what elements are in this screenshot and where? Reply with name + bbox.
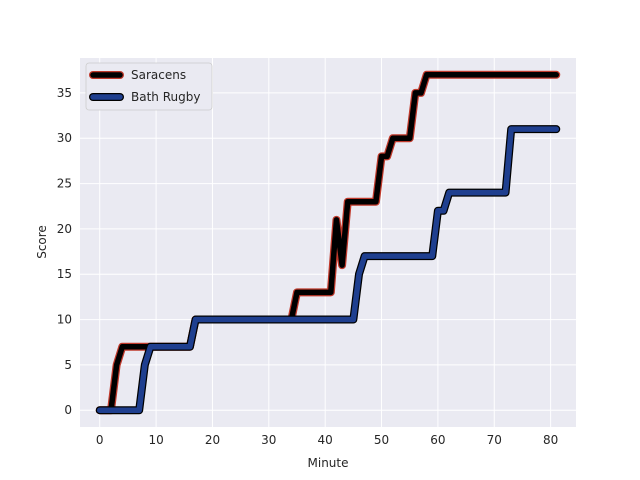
y-tick-label: 5	[64, 358, 72, 372]
x-axis-label: Minute	[308, 456, 349, 470]
x-tick-label: 40	[318, 433, 333, 447]
y-tick-label: 35	[57, 86, 72, 100]
y-axis-ticks: 0 5 10 15 20 25 30 35	[57, 86, 72, 417]
x-tick-label: 10	[148, 433, 163, 447]
y-tick-label: 30	[57, 131, 72, 145]
grid-lines	[80, 58, 576, 427]
series-line-bath-rugby	[96, 126, 560, 413]
x-tick-label: 0	[96, 433, 104, 447]
legend: Saracens Bath Rugby	[85, 62, 213, 111]
y-tick-label: 25	[57, 177, 72, 191]
x-tick-label: 80	[543, 433, 558, 447]
series-lines	[95, 70, 561, 415]
x-tick-label: 30	[261, 433, 276, 447]
y-tick-label: 15	[57, 267, 72, 281]
x-tick-label: 70	[487, 433, 502, 447]
y-tick-label: 0	[64, 403, 72, 417]
y-axis-label: Score	[35, 225, 49, 259]
plot-background	[80, 58, 576, 427]
x-tick-label: 60	[430, 433, 445, 447]
x-tick-label: 50	[374, 433, 389, 447]
legend-label: Bath Rugby	[131, 90, 200, 104]
x-axis-ticks: 0 10 20 30 40 50 60 70 80	[96, 433, 558, 447]
y-tick-label: 10	[57, 313, 72, 327]
series-line-saracens	[96, 72, 560, 413]
x-tick-label: 20	[205, 433, 220, 447]
y-tick-label: 20	[57, 222, 72, 236]
legend-label: Saracens	[131, 68, 186, 82]
